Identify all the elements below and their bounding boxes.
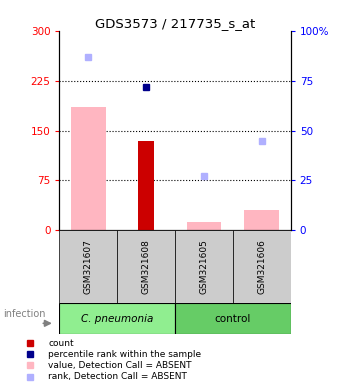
Text: count: count [48,339,74,348]
Bar [187,222,221,230]
Title: GDS3573 / 217735_s_at: GDS3573 / 217735_s_at [95,17,255,30]
Text: GSM321605: GSM321605 [200,240,208,294]
Bar [117,230,175,303]
Text: control: control [215,314,251,324]
Bar [59,303,175,334]
Bar [175,303,291,334]
Bar [244,210,279,230]
Text: GSM321608: GSM321608 [142,240,151,294]
Text: infection: infection [3,309,46,319]
Bar [59,230,117,303]
Text: GSM321606: GSM321606 [257,240,266,294]
Text: GSM321607: GSM321607 [84,240,93,294]
Text: rank, Detection Call = ABSENT: rank, Detection Call = ABSENT [48,372,187,381]
Text: C. pneumonia: C. pneumonia [81,314,153,324]
Text: percentile rank within the sample: percentile rank within the sample [48,349,201,359]
Bar [175,230,233,303]
Bar [71,107,106,230]
Bar [233,230,291,303]
Text: value, Detection Call = ABSENT: value, Detection Call = ABSENT [48,361,192,369]
Bar [138,141,154,230]
